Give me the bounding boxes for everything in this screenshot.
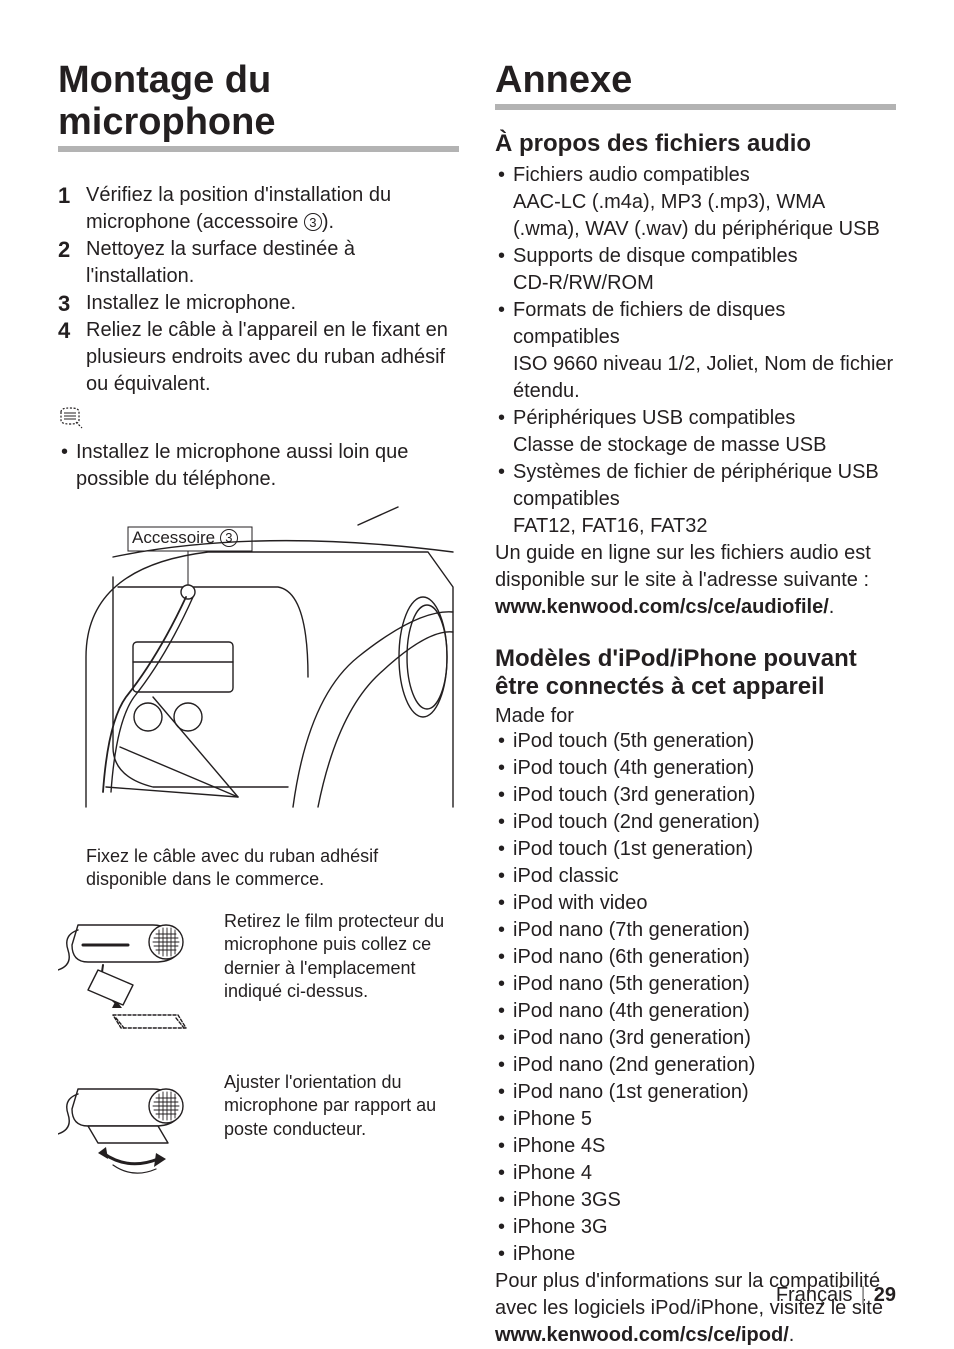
sec2-link: www.kenwood.com/cs/ce/ipod/ [495,1324,789,1346]
note-bullets: Installez le microphone aussi loin que p… [58,439,459,493]
sec2-item: iPod nano (7th generation) [495,917,896,944]
sec2-item: iPhone 4 [495,1160,896,1187]
sec2-list: iPod touch (5th generation)iPod touch (4… [495,728,896,1268]
dashboard-figure: Accessoire 3 [58,497,459,892]
sec2-item: iPod nano (6th generation) [495,944,896,971]
fig3-text: Ajuster l'orientation du microphone par … [224,1071,459,1196]
footer-lang: Français [776,1284,853,1306]
left-heading: Montage du microphone [58,60,459,152]
sec2-item: iPhone 3G [495,1214,896,1241]
footer-page: 29 [874,1284,896,1306]
step-item: 3Installez le microphone. [58,290,459,318]
step-text: Nettoyez la surface destinée à l'install… [86,236,459,290]
sec1-item: Périphériques USB compatiblesClasse de s… [495,405,896,459]
step-item: 1Vérifiez la position d'installation du … [58,182,459,236]
step-text: Reliez le câble à l'appareil en le fixan… [86,317,459,398]
sec2-item: iPhone 5 [495,1106,896,1133]
sec2-item: iPod nano (4th generation) [495,998,896,1025]
step-number: 4 [58,317,86,345]
step-number: 2 [58,236,86,264]
sec2-title: Modèles d'iPod/iPhone pouvant être conne… [495,645,896,703]
sec2-item: iPod nano (2nd generation) [495,1052,896,1079]
sec2-item: iPhone 4S [495,1133,896,1160]
sec1-list: Fichiers audio compatiblesAAC-LC (.m4a),… [495,162,896,540]
left-column: Montage du microphone 1Vérifiez la posit… [58,60,459,1349]
sec1-item: Fichiers audio compatiblesAAC-LC (.m4a),… [495,162,896,243]
sec1-link: www.kenwood.com/cs/ce/audiofile/ [495,596,829,618]
step-text: Installez le microphone. [86,290,459,317]
sec1-para: Un guide en ligne sur les fichiers audio… [495,540,896,621]
fig2-text: Retirez le film protecteur du microphone… [224,910,459,1045]
sec2-para: Pour plus d'informations sur la compatib… [495,1268,896,1349]
note-bullet: Installez le microphone aussi loin que p… [58,439,459,493]
sec2-item: iPod nano (5th generation) [495,971,896,998]
sec2-item: iPod with video [495,890,896,917]
sec1-item: Formats de fichiers de disques compatibl… [495,297,896,405]
sec2-item: iPod nano (1st generation) [495,1079,896,1106]
fig1-caption: Fixez le câble avec du ruban adhésif dis… [58,845,459,892]
sec1-item: Systèmes de fichier de périphérique USB … [495,459,896,540]
steps-list: 1Vérifiez la position d'installation du … [58,182,459,399]
sec1-item: Supports de disque compatiblesCD-R/RW/RO… [495,243,896,297]
sec2-item: iPhone 3GS [495,1187,896,1214]
right-column: Annexe À propos des fichiers audio Fichi… [495,60,896,1349]
step-text: Vérifiez la position d'installation du m… [86,182,459,236]
sec2-item: iPod touch (1st generation) [495,836,896,863]
sec2-item: iPod touch (4th generation) [495,755,896,782]
sec2-item: iPod nano (3rd generation) [495,1025,896,1052]
step-item: 4Reliez le câble à l'appareil en le fixa… [58,317,459,398]
fig1-label-circ: 3 [220,529,238,547]
sec2-item: iPod classic [495,863,896,890]
peel-figure-row: Retirez le film protecteur du microphone… [58,910,459,1045]
step-number: 3 [58,290,86,318]
sec1-title: À propos des fichiers audio [495,130,896,159]
sec2-item: iPod touch (5th generation) [495,728,896,755]
note-icon [58,406,459,435]
right-heading: Annexe [495,60,896,110]
circled-number: 3 [304,213,322,231]
sec2-item: iPod touch (3rd generation) [495,782,896,809]
step-item: 2Nettoyez la surface destinée à l'instal… [58,236,459,290]
orient-figure-row: Ajuster l'orientation du microphone par … [58,1071,459,1196]
page-footer: Français|29 [776,1284,896,1307]
sec2-item: iPod touch (2nd generation) [495,809,896,836]
sec2-item: iPhone [495,1241,896,1268]
sec2-sub: Made for [495,705,896,728]
step-number: 1 [58,182,86,210]
